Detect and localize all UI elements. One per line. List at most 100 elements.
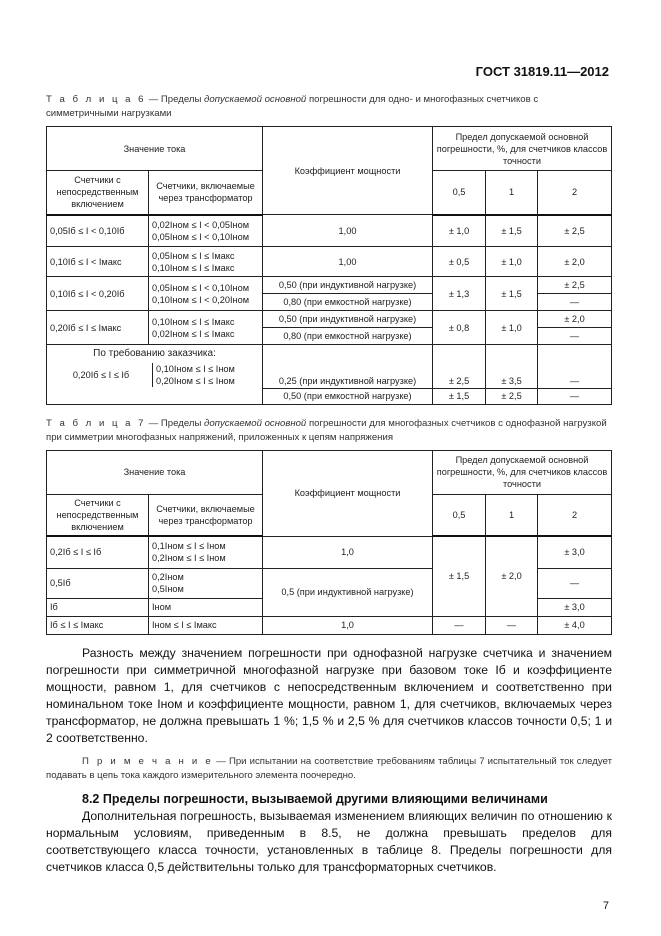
- header-transformer: Счетчики, включаемые через трансформатор: [148, 170, 263, 216]
- caption-text: — Пределы: [145, 417, 205, 429]
- cell: 0,5Iном: [152, 584, 184, 594]
- header-transformer: Счетчики, включаемые через трансформатор: [148, 493, 263, 537]
- cell: Iб ≤ I ≤ Iмакс: [46, 615, 149, 635]
- header-class: 0,5: [432, 170, 486, 216]
- caption-text: — Пределы: [145, 94, 205, 105]
- table7-caption: Т а б л и ц а 7 — Пределы допускаемой ос…: [46, 417, 612, 445]
- page-body: Т а б л и ц а 6 — Пределы допускаемой ос…: [46, 93, 613, 876]
- cell: ± 2,5: [536, 214, 613, 247]
- cell: 0,80 (при емкостной нагрузке): [262, 293, 433, 311]
- cell: —: [536, 327, 613, 345]
- cell: 0,20Iб ≤ I ≤ Iб: [72, 370, 130, 380]
- cell: ± 3,0: [536, 535, 613, 569]
- header-class: 2: [536, 170, 613, 216]
- cell: ± 1,0: [432, 214, 486, 247]
- header-pf: Коэффициент мощности: [262, 449, 433, 537]
- cell: 0,05Iном ≤ I < 0,10Iном: [152, 231, 250, 242]
- cell: 0,50 (при индуктивной нагрузке): [262, 310, 433, 328]
- table7-label: Т а б л и ц а 7: [46, 417, 146, 429]
- cell: ± 2,0: [485, 535, 538, 617]
- header-limit: Предел допускаемой основной погрешности,…: [431, 449, 613, 495]
- cell: —: [536, 293, 613, 311]
- note-label: П р и м е ч а н и е: [82, 755, 214, 767]
- cell: 0,10Iб ≤ I < Iмакс: [46, 246, 149, 277]
- cell: —: [432, 615, 486, 635]
- cell: 0,10Iном ≤ I ≤ Iмакс: [152, 262, 235, 273]
- cell: ± 0,5: [432, 246, 486, 277]
- cell: 1,00: [262, 246, 433, 277]
- cell: 0,50 (при емкостной нагрузке): [262, 387, 433, 405]
- cell: ± 2,0: [536, 246, 613, 277]
- cell: ± 2,0: [536, 310, 613, 328]
- cell: 0,1Iном ≤ I ≤ Iном: [152, 541, 226, 552]
- cell: Iб: [46, 597, 149, 617]
- cell: —: [485, 615, 538, 635]
- cell: 0,20Iном ≤ I ≤ Iном: [156, 376, 235, 386]
- header-class: 1: [485, 170, 538, 216]
- cell: ± 2,5: [432, 344, 486, 389]
- cell: 1,0: [262, 615, 433, 635]
- header-pf: Коэффициент мощности: [262, 126, 433, 215]
- cell: 1,00: [262, 214, 433, 247]
- header-limit: Предел допускаемой основной погрешности,…: [431, 126, 613, 171]
- cell: 0,05Iб ≤ I < 0,10Iб: [46, 214, 149, 247]
- cell: ± 3,5: [485, 344, 538, 389]
- note: П р и м е ч а н и е — При испытании на с…: [46, 755, 612, 783]
- table-row: 0,10Iб ≤ I < 0,20Iб 0,05Iном ≤ I < 0,10Iн…: [46, 276, 613, 311]
- cell: 0,20Iб ≤ I ≤ Iмакс: [46, 310, 149, 345]
- cell: —: [536, 387, 613, 405]
- caption-italic: допускаемой основной: [204, 94, 307, 105]
- cell: ± 3,0: [536, 597, 613, 617]
- paragraph-additional-error: Дополнительная погрешность, вызываемая и…: [46, 808, 612, 874]
- header-direct: Счетчики с непосредственным включением: [46, 493, 149, 537]
- caption-text: погрешности для одно- и многофазных счет…: [46, 94, 539, 119]
- note-text: — При испытании на соответствие требован…: [46, 755, 612, 781]
- cell: 0,05Iном ≤ I ≤ Iмакс: [152, 250, 235, 261]
- cell: 0,10Iном ≤ I ≤ Iном: [156, 364, 235, 374]
- header-class: 1: [485, 493, 538, 537]
- cell: 0,02Iном ≤ I < 0,05Iном: [152, 219, 250, 230]
- section-heading: 8.2 Пределы погрешности, вызываемой друг…: [82, 791, 548, 806]
- cell: 0,2Iном: [152, 572, 184, 582]
- caption-text: погрешности для многофазных счетчиков с …: [46, 417, 607, 443]
- caption-italic: допускаемой основной: [204, 417, 307, 429]
- cell: 0,2Iб ≤ I ≤ Iб: [46, 535, 149, 569]
- standard-header: ГОСТ 31819.11—2012: [475, 64, 609, 79]
- cell: ± 1,5: [432, 535, 486, 617]
- cell: 0,25 (при индуктивной нагрузке): [262, 344, 433, 389]
- cell: 0,50 (при индуктивной нагрузке): [262, 276, 433, 294]
- paragraph-phase-difference: Разность между значением погрешности при…: [46, 645, 612, 745]
- cell: ± 2,5: [485, 387, 538, 405]
- table-row: 0,2Iб ≤ I ≤ Iб 0,1Iном ≤ I ≤ Iном 0,2Iном …: [46, 535, 613, 617]
- cell: 0,80 (при емкостной нагрузке): [262, 327, 433, 345]
- header-class: 2: [536, 493, 613, 537]
- table-row: 0,20Iб ≤ I ≤ Iмакс 0,10Iном ≤ I ≤ Iмакс 0,…: [46, 310, 613, 345]
- table-row: Iб ≤ I ≤ Iмакс Iном ≤ I ≤ Iмакс 1,0— — ± 4,0: [46, 615, 613, 635]
- cell: ± 1,0: [485, 310, 538, 345]
- table-row: 0,05Iб ≤ I < 0,10Iб 0,02Iном ≤ I < 0,05Iн…: [46, 214, 613, 247]
- cell: 0,10Iб ≤ I < 0,20Iб: [46, 276, 149, 311]
- table6-caption: Т а б л и ц а 6 — Пределы допускаемой ос…: [46, 93, 612, 121]
- header-current: Значение тока: [46, 126, 263, 171]
- header-class: 0,5: [432, 493, 486, 537]
- cell: 0,02Iном ≤ I ≤ Iмакс: [152, 328, 235, 339]
- cell: По требованию заказчика:: [93, 348, 216, 359]
- table-7: Значение тока Коэффициент мощности Предел …: [46, 449, 613, 635]
- cell: 0,5 (при индуктивной нагрузке): [262, 567, 433, 617]
- page-number: 7: [602, 900, 609, 912]
- table-row: 0,10Iб ≤ I < Iмакс 0,05Iном ≤ I ≤ Iмакс 0,…: [46, 246, 613, 277]
- table-row: 0,5Iб 0,2Iном 0,5Iном 0,5 (при индуктивной …: [46, 567, 613, 617]
- cell: ± 1,3: [432, 276, 486, 311]
- cell: —: [536, 567, 613, 599]
- cell: ± 1,5: [485, 276, 538, 311]
- table-row: По требованию заказчика: 0,20Iб ≤ I ≤ Iб 0…: [46, 344, 613, 389]
- table-6: Значение тока Коэффициент мощности Предел …: [46, 126, 613, 405]
- cell: 0,10Iном ≤ I ≤ Iмакс: [152, 316, 235, 327]
- cell: ± 4,0: [536, 615, 613, 635]
- cell: 0,05Iном ≤ I < 0,10Iном: [152, 282, 250, 293]
- cell: 0,5Iб: [46, 567, 149, 599]
- cell: ± 1,5: [432, 387, 486, 405]
- cell: Iном: [148, 597, 263, 617]
- cell: ± 1,0: [485, 246, 538, 277]
